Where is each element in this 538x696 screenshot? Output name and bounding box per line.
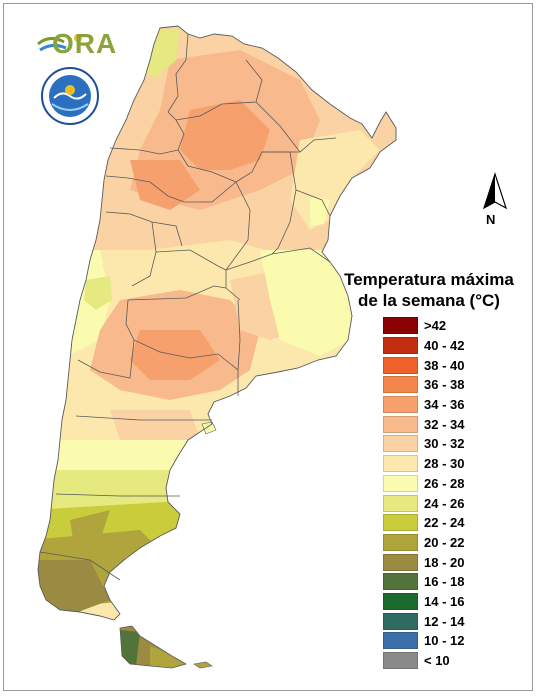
ora-logo [37, 34, 82, 52]
north-arrow-icon [482, 172, 508, 210]
legend-item: 24 - 26 [383, 493, 503, 513]
legend-item: 40 - 42 [383, 336, 503, 356]
legend-label: 32 - 34 [424, 416, 465, 432]
legend-item: 10 - 12 [383, 631, 503, 651]
legend-swatch [383, 573, 418, 591]
province-boundaries [39, 33, 337, 581]
legend-swatch [383, 494, 418, 512]
legend-label: 30 - 32 [424, 436, 465, 452]
legend-label: 40 - 42 [424, 338, 465, 354]
legend-label: 26 - 28 [424, 475, 465, 491]
legend-title: Temperatura máxima de la semana (°C) [334, 269, 524, 311]
legend-swatch [383, 533, 418, 551]
legend-label: 38 - 40 [424, 357, 465, 373]
legend-swatch [383, 396, 418, 414]
legend-label: >42 [424, 318, 447, 334]
legend-item: 14 - 16 [383, 592, 503, 612]
legend-label: 12 - 14 [424, 613, 465, 629]
isla-estados [193, 661, 213, 669]
legend-swatch [383, 612, 418, 630]
temperature-legend: >42 40 - 42 38 - 40 36 - 38 34 - 36 32 -… [383, 316, 503, 670]
legend-item: 32 - 34 [383, 414, 503, 434]
ora-logo-text: ORA [52, 28, 118, 59]
legend-label: 36 - 38 [424, 377, 465, 393]
north-label: N [486, 212, 496, 227]
sun-icon [74, 34, 82, 42]
legend-item: 12 - 14 [383, 611, 503, 631]
legend-item: 30 - 32 [383, 434, 503, 454]
legend-swatch [383, 474, 418, 492]
legend-item: 20 - 22 [383, 533, 503, 553]
legend-item: 36 - 38 [383, 375, 503, 395]
legend-swatch [383, 455, 418, 473]
legend-label: 28 - 30 [424, 456, 465, 472]
legend-swatch [383, 632, 418, 650]
legend-swatch [383, 553, 418, 571]
legend-item: 34 - 36 [383, 395, 503, 415]
legend-swatch [383, 592, 418, 610]
legend-item: >42 [383, 316, 503, 336]
legend-label: 34 - 36 [424, 397, 465, 413]
legend-swatch [383, 356, 418, 374]
legend-swatch [383, 415, 418, 433]
legend-item: 16 - 18 [383, 572, 503, 592]
legend-title-line2: de la semana (°C) [358, 291, 500, 310]
legend-label: 10 - 12 [424, 633, 465, 649]
legend-title-line1: Temperatura máxima [344, 270, 514, 289]
legend-label: 24 - 26 [424, 495, 465, 511]
legend-item: 22 - 24 [383, 513, 503, 533]
legend-label: 22 - 24 [424, 515, 465, 531]
legend-item: 18 - 20 [383, 552, 503, 572]
smn-seal-icon [41, 67, 99, 125]
legend-item: < 10 [383, 651, 503, 671]
legend-item: 38 - 40 [383, 355, 503, 375]
legend-item: 28 - 30 [383, 454, 503, 474]
legend-swatch [383, 317, 418, 335]
legend-label: 18 - 20 [424, 554, 465, 570]
legend-swatch [383, 376, 418, 394]
legend-item: 26 - 28 [383, 474, 503, 494]
legend-swatch [383, 337, 418, 355]
legend-label: < 10 [424, 653, 450, 669]
legend-label: 16 - 18 [424, 574, 465, 590]
legend-label: 14 - 16 [424, 593, 465, 609]
legend-swatch [383, 514, 418, 532]
legend-swatch [383, 435, 418, 453]
legend-label: 20 - 22 [424, 534, 465, 550]
legend-swatch [383, 652, 418, 670]
